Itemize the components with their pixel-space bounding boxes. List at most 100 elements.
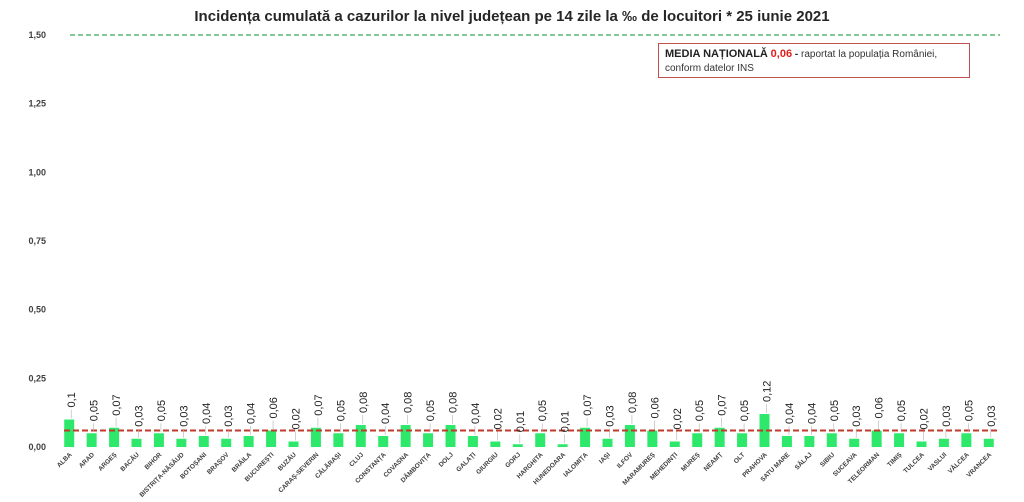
bar [86,433,97,447]
bar [647,430,658,447]
bar [557,444,568,447]
bar [759,414,770,447]
bar [871,430,882,447]
value-label: 0,07 [717,394,729,415]
value-label: 0,1 [66,392,78,407]
x-tick-label: CARAȘ-SEVERIN [277,451,320,494]
y-tick-label: 1,25 [28,99,46,109]
bar [445,425,456,447]
x-tick-label: BRAȘOV [206,451,231,476]
value-label: 0,05 [896,400,908,421]
bar [467,436,478,447]
value-label: 0,05 [739,400,751,421]
bar [580,427,591,447]
bar [221,438,232,447]
legend-text-2: conform datelor INS [665,63,754,74]
value-label: 0,06 [649,397,661,418]
bar [64,419,75,447]
value-label: 0,03 [851,405,863,426]
value-label: 0,06 [268,397,280,418]
bar [894,433,905,447]
x-tick-label: GORJ [504,451,522,469]
x-tick-label: ILFOV [616,451,635,470]
value-label: 0,07 [111,394,123,415]
x-tick-label: DOLJ [438,451,455,468]
value-label: 0,07 [582,394,594,415]
value-label: 0,03 [941,405,953,426]
x-tick-label: BACĂU [118,450,141,473]
value-label: 0,08 [627,392,639,413]
x-tick-label: IALOMIȚA [562,451,589,478]
bar [288,441,299,447]
bar [333,433,344,447]
x-tick-label: GALAȚI [455,451,477,473]
bar [243,436,254,447]
x-tick-label: BUZĂU [275,450,298,473]
value-label: 0,05 [89,400,101,421]
value-label: 0,03 [178,405,190,426]
bars [64,414,994,447]
bar [849,438,860,447]
x-tick-label: SIBIU [819,451,836,468]
legend-label: MEDIA NAȚIONALĂ [665,48,768,60]
x-tick-label: MUREȘ [680,451,702,473]
value-label: 0,04 [380,403,392,424]
value-label: 0,02 [919,408,931,429]
y-tick-label: 0,00 [28,442,46,452]
value-label: 0,03 [223,405,235,426]
value-label: 0,05 [425,400,437,421]
y-tick-label: 0,75 [28,236,46,246]
value-label: 0,03 [134,405,146,426]
reference-lines [64,34,1000,432]
x-tick-label: BRĂILA [229,450,253,474]
bar [131,438,142,447]
x-tick-label: GIURGIU [475,451,500,476]
value-label: 0,03 [605,405,617,426]
x-tick-label: OLT [733,451,747,465]
value-label: 0,04 [201,403,213,424]
legend-box: MEDIA NAȚIONALĂ 0,06 - raportat la popul… [658,43,970,78]
legend-value: 0,06 [770,48,793,60]
bar [669,441,680,447]
x-axis: ALBA ARAD ARGEȘ BACĂU BIHORBISTRIȚA-NĂSĂUDBO… [56,450,993,499]
bar [490,441,501,447]
bar [692,433,703,447]
bar [961,433,972,447]
x-tick-label: CLUJ [348,451,365,468]
x-tick-label: TIMIȘ [886,451,904,469]
x-tick-label: SĂLAJ [792,450,814,472]
bar [624,425,635,447]
bar [153,433,164,447]
bar [737,433,748,447]
value-label: 0,04 [246,403,258,424]
value-label: 0,02 [492,408,504,429]
legend-separator: - [794,49,799,60]
bar [355,425,366,447]
y-tick-label: 0,50 [28,305,46,315]
x-tick-label: VASLUI [927,451,949,473]
bar [781,436,792,447]
value-label: 0,05 [537,400,549,421]
value-labels: 0,1 0,05 0,07 0,03 0,05 0,03 0,04 0,03 0,04 0,06 0… [66,381,998,444]
value-label: 0,01 [560,411,572,432]
x-tick-label: BIHOR [144,451,164,471]
x-tick-label: NEAMȚ [703,451,724,472]
x-tick-label: ARGEȘ [97,451,119,473]
x-tick-label: IAȘI [598,451,612,465]
value-label: 0,03 [986,405,998,426]
value-label: 0,04 [470,403,482,424]
value-label: 0,06 [874,397,886,418]
bar [602,438,613,447]
bar [916,441,927,447]
value-label: 0,05 [829,400,841,421]
bar [176,438,187,447]
value-label: 0,01 [515,411,527,432]
bar [400,425,411,447]
bar [198,436,209,447]
value-label: 0,05 [156,400,168,421]
value-label: 0,05 [694,400,706,421]
bar [804,436,815,447]
bar [423,433,434,447]
chart-title: Incidența cumulată a cazurilor la nivel … [194,8,830,25]
bar [535,433,546,447]
